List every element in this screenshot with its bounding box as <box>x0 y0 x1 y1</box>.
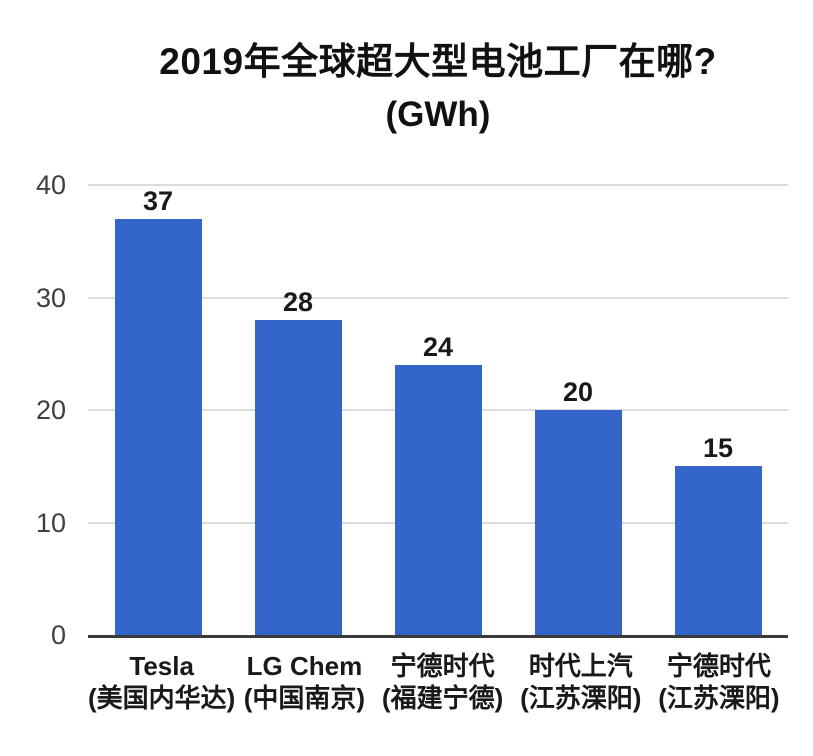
chart-title-text: 2019年全球超大型电池工厂在哪? <box>159 41 717 82</box>
bar-column-1: 37 <box>88 185 228 635</box>
y-tick-label-30: 30 <box>35 282 66 313</box>
category-name: Tesla <box>129 651 194 681</box>
y-tick-label-0: 0 <box>50 620 66 650</box>
plot-area: 0 10 20 30 40 37 28 24 20 15 <box>36 170 788 650</box>
category-name: 宁德时代 <box>390 651 495 681</box>
category-label: LG Chem (中国南京) <box>235 650 373 714</box>
bar-value-label: 24 <box>422 332 454 362</box>
bar-2 <box>254 320 342 635</box>
bar-value-label: 15 <box>702 433 734 464</box>
x-axis-labels: Tesla (美国内华达) LG Chem (中国南京) 宁德时代 (福建宁德) 时代上汽(… <box>88 650 788 714</box>
bar-3 <box>394 365 482 635</box>
category-location: (美国内华达) <box>88 683 236 713</box>
gridline-40 <box>88 184 788 186</box>
bar-column-3: 24 <box>368 185 508 635</box>
category-label: 时代上汽 (江苏溧阳) <box>512 650 650 714</box>
category-name: LG Chem <box>246 651 363 681</box>
category-location: (江苏溧阳) <box>658 683 780 713</box>
category-name: 宁德时代 <box>666 651 771 681</box>
gridline-30 <box>88 296 788 299</box>
y-tick-label-40: 40 <box>35 170 66 200</box>
category-label: 宁德时代 (福建宁德) <box>374 650 512 714</box>
category-name: 时代上汽 <box>528 651 633 681</box>
category-location: (福建宁德) <box>381 683 504 713</box>
bar-4 <box>534 410 622 635</box>
x-axis-line <box>88 635 788 638</box>
bar-1 <box>114 218 202 635</box>
chart-title: 2019年全球超大型电池工厂在哪? (GWh) <box>88 38 788 136</box>
y-tick-label-20: 20 <box>35 395 66 425</box>
bar-5 <box>674 466 762 635</box>
bar-value-label: 20 <box>562 377 594 407</box>
bar-column-2: 28 <box>228 185 368 635</box>
y-axis-labels: 0 10 20 30 40 <box>36 170 788 650</box>
bar-value-label: 28 <box>282 287 314 317</box>
bar-column-5: 15 <box>648 185 788 635</box>
category-location: (江苏溧阳) <box>520 683 642 713</box>
bars-layer: 37 28 24 20 15 <box>88 185 788 635</box>
category-label: 宁德时代 (江苏溧阳) <box>650 650 788 714</box>
category-location: (中国南京) <box>243 683 366 713</box>
chart-title-unit: (GWh) <box>385 95 491 134</box>
y-tick-label-10: 10 <box>35 507 66 538</box>
bar-value-label: 37 <box>142 185 174 216</box>
category-label: Tesla (美国内华达) <box>88 650 235 714</box>
bar-column-4: 20 <box>508 185 648 635</box>
